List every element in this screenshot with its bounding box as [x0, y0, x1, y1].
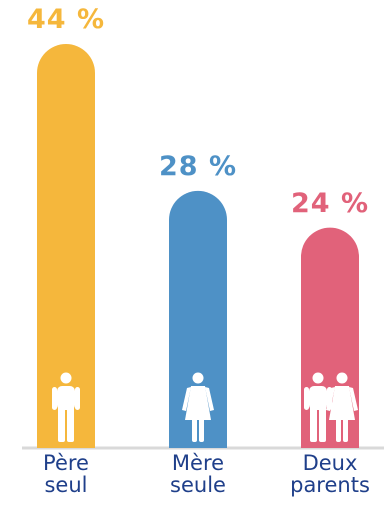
category-label-pere-seul: Père seul: [43, 451, 89, 497]
value-label-deux-parents: 24 %: [290, 187, 370, 219]
couple-woman-icon: [326, 372, 358, 442]
man-icon: [52, 372, 80, 442]
couple-icon: [304, 372, 358, 442]
value-label-pere-seul: 44 %: [26, 4, 106, 35]
woman-icon: [182, 372, 214, 442]
category-label-mere-seule: Mère seule: [170, 451, 226, 497]
bar-mere-seule: [169, 190, 227, 448]
value-label-mere-seule: 28 %: [158, 150, 238, 182]
category-label-deux-parents: Deux parents: [290, 451, 370, 497]
bar-pere-seul: [37, 44, 95, 449]
